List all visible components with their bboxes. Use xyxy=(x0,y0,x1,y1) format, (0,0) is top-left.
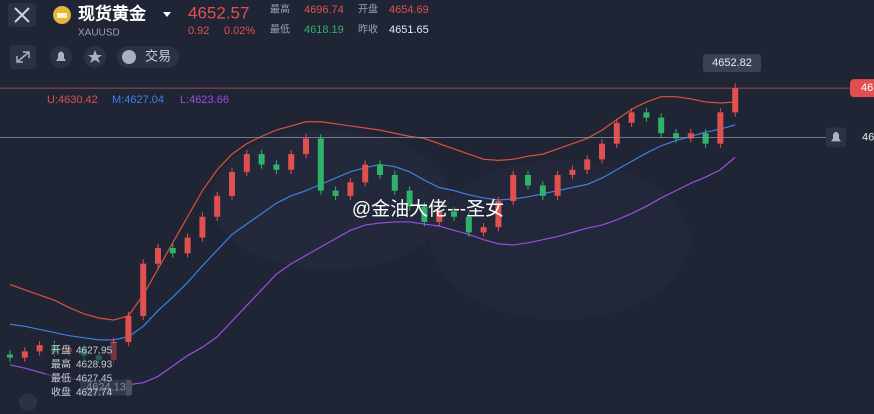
stat-label: 开盘 xyxy=(358,3,378,16)
alert-edge-label: 46 xyxy=(862,131,874,143)
crosshair-info-label: 最低 xyxy=(51,372,71,385)
candle-body xyxy=(584,159,591,170)
change: 0.92 xyxy=(188,25,209,37)
candle-body xyxy=(347,182,354,196)
candle-body xyxy=(643,112,650,118)
candle-body xyxy=(539,185,546,196)
instrument-name[interactable]: 现货黄金 xyxy=(78,3,147,23)
candle-body xyxy=(362,164,369,183)
candle-body xyxy=(732,88,739,113)
candle-body xyxy=(317,138,324,191)
crosshair-info-value: 4627.74 xyxy=(76,388,113,399)
candle-body xyxy=(377,164,383,175)
candle-body xyxy=(510,174,517,202)
last-price-edge-label: 46 xyxy=(861,82,873,94)
crosshair-info-label: 最高 xyxy=(51,358,71,371)
price: 4652.57 xyxy=(188,3,249,22)
trade-icon xyxy=(122,50,136,64)
last-price-tag-label: 4652.82 xyxy=(712,57,752,69)
candle-body xyxy=(436,211,443,222)
crosshair-info-value: 4627.95 xyxy=(76,346,113,357)
band-upper xyxy=(9,96,736,321)
crosshair-info-label: 收盘 xyxy=(51,386,71,399)
stat-label: 昨收 xyxy=(358,23,378,36)
gold-bar xyxy=(57,13,67,18)
crosshair-info-label: 开盘 xyxy=(51,344,71,357)
crosshair-info-value: 4628.93 xyxy=(76,360,113,371)
close-icon xyxy=(14,7,30,23)
candle-body xyxy=(525,174,531,186)
candle-body xyxy=(7,354,13,358)
candle-body xyxy=(673,133,679,139)
candle-body xyxy=(214,195,221,217)
expand-icon xyxy=(16,51,30,63)
candle-body xyxy=(554,174,561,196)
stat-value: 4696.74 xyxy=(304,4,344,16)
band-middle-label: M:4627.04 xyxy=(112,94,164,106)
crosshair-info-value: 4627.45 xyxy=(76,374,113,385)
candle-body xyxy=(199,216,206,238)
logo-dot xyxy=(19,393,37,411)
last-price-edge-tag xyxy=(850,79,874,98)
candle-body xyxy=(288,154,295,170)
candle-body xyxy=(687,133,694,139)
stat-value: 4654.69 xyxy=(389,4,429,16)
candle-body xyxy=(125,315,132,342)
band-lower-label: L:4623.66 xyxy=(180,94,229,106)
candle-body xyxy=(36,345,43,352)
candle-body xyxy=(140,263,147,316)
crosshair-info-box xyxy=(46,343,126,403)
last-price-tag xyxy=(703,54,761,73)
plot xyxy=(0,83,850,386)
candle-body xyxy=(613,122,620,144)
star-icon xyxy=(88,50,102,63)
candle-body xyxy=(628,112,635,123)
candle-body xyxy=(273,164,280,170)
candle-body xyxy=(184,237,191,254)
candle-body xyxy=(599,143,605,160)
trade-label[interactable]: 交易 xyxy=(145,48,171,63)
candle-body xyxy=(421,206,428,222)
candle-body xyxy=(303,138,309,155)
symbol: XAUUSD xyxy=(78,28,120,39)
overlay: @金油大佬---圣女 4652.8246464624.13开盘4627.95最高… xyxy=(19,54,874,411)
bell-icon xyxy=(56,51,66,61)
candle-body xyxy=(391,174,398,191)
alert-bell-icon xyxy=(831,131,841,142)
candle-body xyxy=(21,351,28,358)
candle-body xyxy=(243,154,250,172)
candle-body xyxy=(155,248,161,264)
candle-body xyxy=(480,227,487,233)
watermark: @金油大佬---圣女 xyxy=(352,198,504,220)
change-pct: 0.02% xyxy=(224,25,255,37)
candle-body xyxy=(495,201,502,228)
candle-body xyxy=(406,190,413,207)
candle-body xyxy=(229,171,235,196)
candle-body xyxy=(258,154,265,165)
candle-body xyxy=(451,211,457,217)
stat-value: 4651.65 xyxy=(389,24,429,36)
stat-label: 最低 xyxy=(270,23,290,36)
band-upper-label: U:4630.42 xyxy=(47,94,98,106)
candle-body xyxy=(702,133,709,144)
dropdown-caret[interactable] xyxy=(163,12,171,17)
candle-body xyxy=(169,248,176,254)
stat-value: 4618.19 xyxy=(304,24,344,36)
candle-body xyxy=(717,112,724,144)
candle-body xyxy=(332,190,339,196)
stat-label: 最高 xyxy=(270,3,290,16)
candle-body xyxy=(465,216,472,233)
candle-body xyxy=(569,169,576,175)
candle-body xyxy=(658,117,665,134)
